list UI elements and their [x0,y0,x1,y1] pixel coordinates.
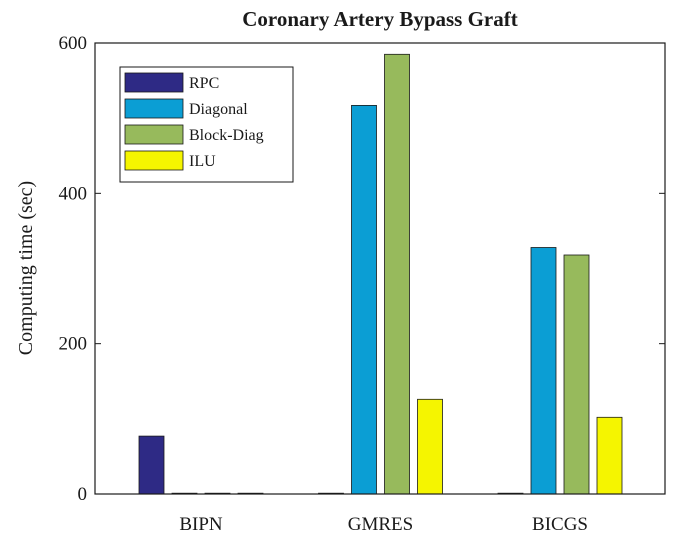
legend-swatch-rpc [124,72,184,93]
legend-label-diagonal: Diagonal [189,101,248,118]
bar-diagonal-gmres [351,105,377,495]
bar-diagonal-bicgs [530,247,557,495]
legend-swatch-block-diag [124,124,184,145]
bars-layer [138,53,623,495]
bar-block-diag-gmres [384,53,410,495]
bar-ilu-bicgs [596,416,623,495]
y-tick-label: 600 [59,33,88,54]
legend-swatch-diagonal [124,98,184,119]
bar-block-diag-bicgs [563,254,590,495]
legend-label-rpc: RPC [189,75,219,92]
x-tick-label-gmres: GMRES [348,514,413,535]
bar-ilu-gmres [417,398,443,495]
legend-label-block-diag: Block-Diag [189,127,264,144]
y-tick-label: 200 [59,334,88,355]
x-tick-label-bicgs: BICGS [532,514,588,535]
plot-frame [94,42,666,495]
legend: RPC Diagonal Block-Diag ILU [119,66,294,183]
y-tick-label: 400 [59,183,88,204]
x-tick-label-bipn: BIPN [179,514,223,535]
chart-title: Coronary Artery Bypass Graft [242,7,518,31]
legend-swatch-ilu [124,150,184,171]
y-axis-label: Computing time (sec) [15,181,37,355]
y-tick-label: 0 [78,484,88,505]
axis-ticks: BIPN GMRES BICGS 0 200 400 600 [59,33,665,535]
bar-rpc-bipn [138,435,165,495]
legend-label-ilu: ILU [189,153,216,170]
